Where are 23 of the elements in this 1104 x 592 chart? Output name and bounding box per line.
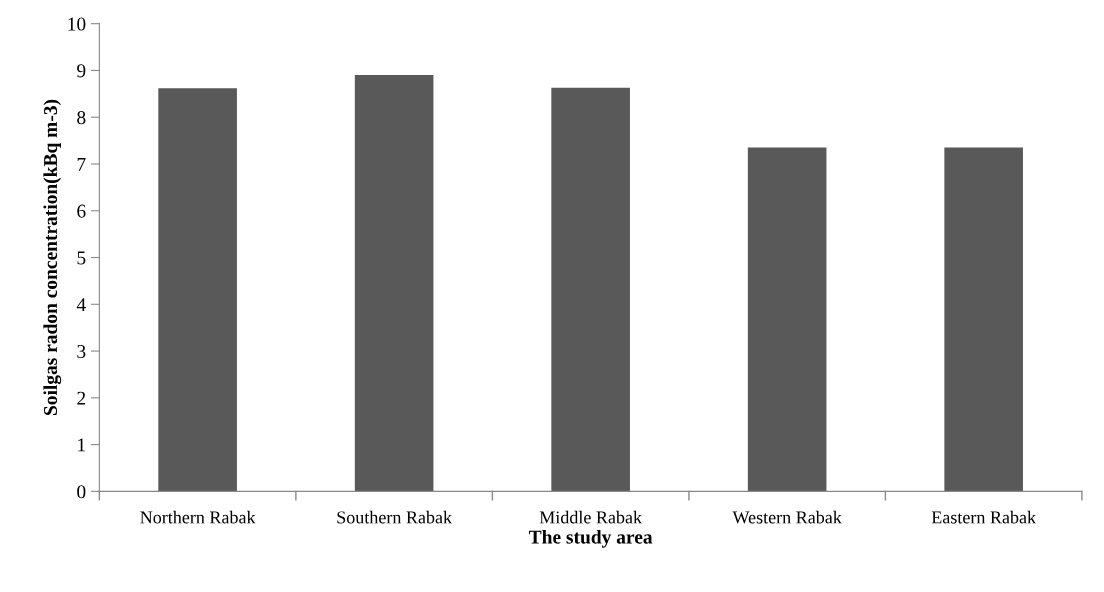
bar: [354, 75, 434, 492]
y-tick-label: 5: [77, 251, 86, 265]
y-axis-title: Soilgas radon concentration(kBq m-3): [43, 99, 62, 416]
y-tick-label: 2: [77, 391, 86, 405]
bar: [158, 88, 237, 492]
bar: [551, 87, 630, 492]
bar: [944, 147, 1023, 492]
bar: [747, 147, 827, 492]
x-tick-label: Middle Rabak: [539, 510, 643, 524]
y-tick-label: 10: [68, 17, 86, 31]
y-tick-label: 6: [77, 204, 86, 218]
x-tick-label: Southern Rabak: [337, 510, 453, 524]
x-tick-label: Eastern Rabak: [931, 510, 1037, 524]
x-tick-label: Western Rabak: [732, 510, 842, 524]
y-tick-label: 4: [76, 298, 86, 312]
y-tick-label: 8: [77, 111, 86, 125]
y-tick-label: 0: [77, 485, 86, 499]
y-tick-label: 1: [78, 438, 85, 452]
y-tick-label: 9: [77, 64, 86, 78]
x-tick-label: Northern Rabak: [140, 510, 256, 524]
y-tick-label: 7: [77, 158, 86, 171]
x-axis-title: The study area: [529, 529, 653, 548]
y-tick-label: 3: [77, 344, 86, 358]
